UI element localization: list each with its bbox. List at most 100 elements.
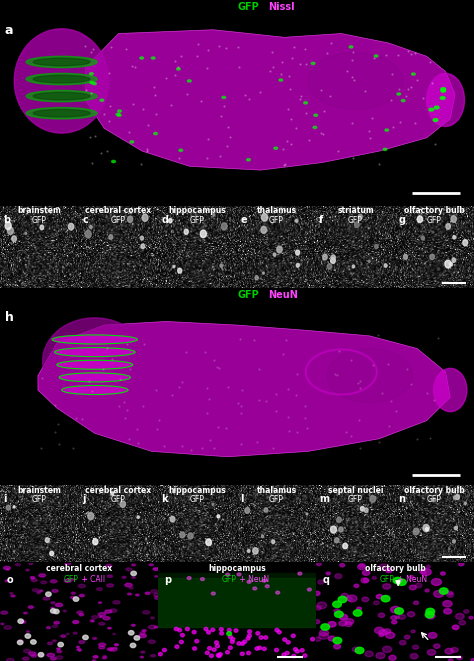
Point — [389, 121, 396, 132]
Point — [82, 85, 90, 95]
Ellipse shape — [23, 649, 30, 653]
Ellipse shape — [179, 149, 182, 151]
Ellipse shape — [99, 646, 105, 649]
Ellipse shape — [314, 114, 318, 116]
Ellipse shape — [443, 590, 447, 593]
Point — [236, 61, 243, 72]
Ellipse shape — [234, 629, 238, 633]
Ellipse shape — [360, 506, 365, 511]
Ellipse shape — [61, 635, 66, 637]
Ellipse shape — [303, 654, 307, 657]
Ellipse shape — [128, 631, 134, 635]
Text: i: i — [3, 494, 7, 504]
Ellipse shape — [258, 646, 262, 650]
Text: n: n — [398, 494, 405, 504]
Ellipse shape — [141, 651, 145, 653]
Ellipse shape — [43, 318, 147, 405]
Text: GFP: GFP — [32, 495, 47, 504]
Point — [284, 104, 292, 114]
Ellipse shape — [71, 596, 75, 599]
Ellipse shape — [317, 602, 327, 609]
Point — [206, 394, 213, 405]
Point — [89, 44, 97, 55]
Ellipse shape — [428, 633, 437, 639]
Ellipse shape — [423, 524, 429, 531]
Point — [378, 388, 386, 399]
Point — [183, 89, 191, 99]
Text: f: f — [319, 215, 323, 225]
Ellipse shape — [170, 516, 175, 522]
Point — [216, 151, 223, 162]
Ellipse shape — [255, 647, 259, 650]
Ellipse shape — [314, 637, 321, 641]
Ellipse shape — [264, 508, 268, 512]
Ellipse shape — [448, 659, 453, 661]
Ellipse shape — [410, 585, 416, 590]
Ellipse shape — [263, 272, 264, 274]
Point — [153, 424, 161, 435]
Point — [100, 109, 108, 120]
Ellipse shape — [88, 512, 94, 520]
Point — [237, 408, 245, 418]
Point — [82, 40, 89, 51]
Ellipse shape — [192, 647, 197, 650]
Ellipse shape — [201, 344, 367, 425]
Ellipse shape — [33, 110, 90, 117]
Ellipse shape — [33, 93, 90, 100]
Ellipse shape — [447, 593, 454, 598]
Point — [51, 427, 59, 438]
Point — [97, 148, 105, 159]
Ellipse shape — [220, 264, 222, 267]
Ellipse shape — [187, 80, 191, 82]
Ellipse shape — [80, 594, 84, 597]
Point — [103, 342, 110, 353]
Point — [387, 395, 395, 406]
Ellipse shape — [141, 244, 145, 249]
Ellipse shape — [111, 492, 114, 495]
Ellipse shape — [79, 641, 85, 643]
Ellipse shape — [343, 543, 347, 549]
Text: brainstem: brainstem — [18, 486, 62, 495]
Ellipse shape — [20, 621, 26, 623]
Ellipse shape — [140, 656, 144, 658]
Ellipse shape — [453, 540, 456, 543]
Ellipse shape — [26, 569, 29, 571]
Point — [266, 66, 273, 77]
Ellipse shape — [207, 631, 210, 634]
Ellipse shape — [304, 102, 308, 104]
Point — [273, 389, 280, 399]
Ellipse shape — [139, 634, 146, 638]
Ellipse shape — [453, 235, 456, 239]
Ellipse shape — [426, 527, 428, 531]
Point — [288, 114, 295, 125]
Ellipse shape — [32, 589, 39, 592]
Ellipse shape — [434, 106, 439, 109]
Ellipse shape — [401, 99, 405, 102]
Text: +: + — [253, 290, 267, 300]
Point — [297, 91, 305, 101]
Text: g: g — [398, 215, 405, 225]
Ellipse shape — [368, 260, 370, 262]
Ellipse shape — [374, 627, 384, 633]
Point — [85, 376, 93, 387]
Ellipse shape — [128, 216, 133, 223]
Text: GFP: GFP — [190, 216, 205, 225]
Ellipse shape — [426, 608, 435, 615]
Ellipse shape — [178, 58, 344, 143]
Point — [256, 87, 264, 98]
Point — [297, 59, 304, 69]
Point — [222, 42, 229, 53]
Ellipse shape — [132, 625, 135, 626]
Ellipse shape — [43, 597, 50, 600]
Ellipse shape — [90, 73, 93, 75]
Ellipse shape — [158, 652, 162, 656]
Point — [403, 364, 411, 374]
Text: + NeuN: + NeuN — [237, 575, 269, 584]
Ellipse shape — [411, 630, 415, 633]
Point — [139, 401, 146, 411]
Ellipse shape — [386, 568, 392, 572]
Ellipse shape — [228, 646, 232, 649]
Text: stellate cell:: stellate cell: — [165, 290, 237, 300]
Ellipse shape — [57, 360, 133, 369]
Ellipse shape — [52, 625, 58, 627]
